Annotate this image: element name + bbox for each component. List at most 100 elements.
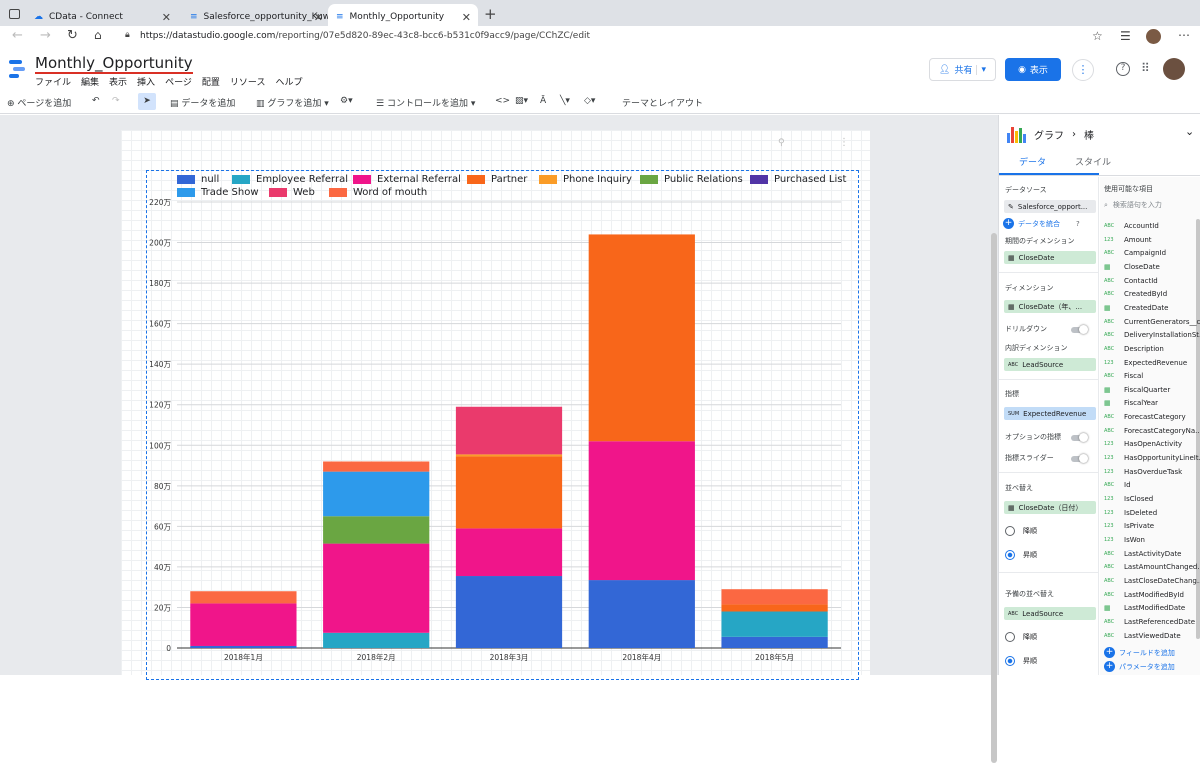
field-item[interactable]: ABC DeliveryInstallationSt.. <box>1104 331 1200 339</box>
back-icon[interactable]: ← <box>12 28 23 43</box>
dimension-chip[interactable]: ▦ CloseDate（年、... <box>1004 300 1096 313</box>
bar-segment[interactable] <box>323 516 430 544</box>
new-tab-button[interactable]: + <box>484 5 497 23</box>
period-dimension-chip[interactable]: ▦ CloseDate <box>1004 251 1096 264</box>
browser-tab-cdata[interactable]: ☁ CData - Connect ✕ <box>26 4 178 30</box>
radio-button[interactable] <box>1005 632 1015 642</box>
field-item[interactable]: 123 IsWon <box>1104 536 1145 544</box>
bar-segment[interactable] <box>455 576 563 648</box>
close-tab-icon[interactable]: ✕ <box>313 10 323 24</box>
tab-style[interactable]: スタイル <box>1075 158 1112 168</box>
apps-grid-icon[interactable]: ⠿ <box>1141 61 1150 75</box>
bar-segment[interactable] <box>455 454 563 457</box>
browser-tab-salesforce[interactable]: ≡ Salesforce_opportunity_Kuwa ✕ <box>182 4 330 30</box>
bar-segment[interactable] <box>455 528 563 577</box>
field-search-box[interactable]: ⌕ 検索語句を入力 <box>1104 198 1198 212</box>
browser-tab-monthly[interactable]: ≡ Monthly_Opportunity ✕ <box>328 4 478 30</box>
menu-view[interactable]: 表示 <box>109 78 128 88</box>
field-item[interactable]: ABC Description <box>1104 345 1164 353</box>
bar-segment[interactable] <box>455 406 563 455</box>
field-item[interactable]: 123 IsClosed <box>1104 495 1153 503</box>
canvas-scrollbar[interactable] <box>991 233 997 763</box>
more-vert-icon[interactable]: ⋮ <box>1072 59 1094 81</box>
field-item[interactable]: ABC LastActivityDate <box>1104 550 1182 558</box>
optional-metric-toggle[interactable] <box>1071 433 1088 442</box>
menu-file[interactable]: ファイル <box>35 78 72 88</box>
chart-hover-icon[interactable]: ⚲ <box>778 138 785 148</box>
share-button[interactable]: 👤︎ 共有 ▾ <box>929 58 996 81</box>
field-item[interactable]: 123 IsPrivate <box>1104 522 1154 530</box>
add-field-link[interactable]: + フィールドを追加 <box>1104 647 1175 658</box>
line-icon[interactable]: ╲▾ <box>560 96 570 106</box>
metric-slider-toggle[interactable] <box>1071 454 1088 463</box>
blend-data-link[interactable]: + データを統合? <box>1003 218 1080 229</box>
radio-button-selected[interactable] <box>1005 656 1015 666</box>
collections-icon[interactable]: ☰ <box>1120 29 1131 43</box>
secondary-desc-radio[interactable]: 降順 <box>1005 632 1037 642</box>
chart-more-icon[interactable]: ⋮ <box>839 137 849 148</box>
bar-segment[interactable] <box>721 589 828 605</box>
field-item[interactable]: ABC CampaignId <box>1104 249 1166 257</box>
field-item[interactable]: 123 HasOpportunityLineIt.. <box>1104 454 1200 462</box>
field-item[interactable]: 123 ExpectedRevenue <box>1104 359 1187 367</box>
reload-icon[interactable]: ↻ <box>67 28 78 43</box>
bar-segment[interactable] <box>190 591 297 604</box>
menu-insert[interactable]: 挿入 <box>137 78 156 88</box>
metric-chip[interactable]: SUM ExpectedRevenue <box>1004 407 1096 420</box>
secondary-sort-chip[interactable]: ABC LeadSource <box>1004 607 1096 620</box>
field-item[interactable]: ABC ForecastCategory <box>1104 413 1186 421</box>
field-item[interactable]: ABC LastAmountChanged.. <box>1104 563 1200 571</box>
bar-segment[interactable] <box>190 603 297 646</box>
url-field[interactable]: https://datastudio.google.com/reporting/… <box>140 31 590 41</box>
menu-edit[interactable]: 編集 <box>81 78 100 88</box>
bar-segment[interactable] <box>323 632 430 648</box>
stacked-bar-chart[interactable]: 0 20万 40万 60万 80万 100万 120万 140万 160万 180万 200万 220… <box>121 130 870 675</box>
add-page-button[interactable]: ⊕ ページを追加 <box>7 99 72 109</box>
add-data-button[interactable]: ▤ データを追加 <box>170 99 236 109</box>
field-item[interactable]: ABC LastModifiedById <box>1104 591 1184 599</box>
close-tab-icon[interactable]: ✕ <box>161 10 171 24</box>
data-source-chip[interactable]: ✎ Salesforce_opport... <box>1004 200 1096 213</box>
field-item[interactable]: ▦ LastModifiedDate <box>1104 604 1185 612</box>
bar-segment[interactable] <box>323 461 430 472</box>
add-chart-button[interactable]: ▥ グラフを追加 ▾ <box>256 99 329 109</box>
field-item[interactable]: ABC Fiscal <box>1104 372 1143 380</box>
field-item[interactable]: ABC CreatedById <box>1104 290 1167 298</box>
legend-item[interactable]: Phone Inquiry <box>539 174 632 185</box>
tab-data[interactable]: データ <box>1019 158 1047 168</box>
profile-avatar[interactable] <box>1146 29 1161 44</box>
shape-icon[interactable]: ◇▾ <box>584 96 596 106</box>
field-item[interactable]: ABC Id <box>1104 481 1131 489</box>
add-parameter-link[interactable]: + パラメータを追加 <box>1104 661 1175 672</box>
bar-segment[interactable] <box>323 471 430 517</box>
window-menu-icon[interactable] <box>9 9 20 19</box>
radio-button[interactable] <box>1005 526 1015 536</box>
field-item[interactable]: 123 IsDeleted <box>1104 509 1157 517</box>
help-icon[interactable]: ? <box>1116 62 1130 76</box>
account-avatar[interactable] <box>1163 58 1185 80</box>
radio-button-selected[interactable] <box>1005 550 1015 560</box>
sort-desc-radio[interactable]: 降順 <box>1005 526 1037 536</box>
add-control-button[interactable]: ☰ コントロールを追加 ▾ <box>376 99 476 109</box>
forward-icon[interactable]: → <box>40 28 51 43</box>
select-pointer-icon[interactable]: ➤ <box>138 93 156 110</box>
menu-arrange[interactable]: 配置 <box>201 78 220 88</box>
more-icon[interactable]: ⋯ <box>1178 28 1190 42</box>
field-item[interactable]: ABC ForecastCategoryNa.. <box>1104 427 1200 435</box>
bar-segment[interactable] <box>721 611 828 637</box>
legend-item[interactable]: Web <box>269 187 315 198</box>
theme-layout-button[interactable]: テーマとレイアウト <box>622 99 704 109</box>
fields-scrollbar[interactable] <box>1196 219 1200 639</box>
menu-help[interactable]: ヘルプ <box>275 78 303 88</box>
bar-segment[interactable] <box>721 636 828 648</box>
menu-resource[interactable]: リソース <box>229 78 266 88</box>
bar-segment[interactable] <box>721 604 828 612</box>
legend-item[interactable]: Public Relations <box>640 174 743 185</box>
legend-item[interactable]: Employee Referral <box>232 174 348 185</box>
legend-item[interactable]: Purchased List <box>750 174 846 185</box>
menu-page[interactable]: ページ <box>165 78 192 88</box>
field-item[interactable]: ABC LastCloseDateChang.. <box>1104 577 1200 585</box>
bar-segment[interactable] <box>588 441 695 581</box>
field-item[interactable]: 123 HasOpenActivity <box>1104 440 1182 448</box>
star-icon[interactable]: ☆ <box>1092 29 1103 43</box>
